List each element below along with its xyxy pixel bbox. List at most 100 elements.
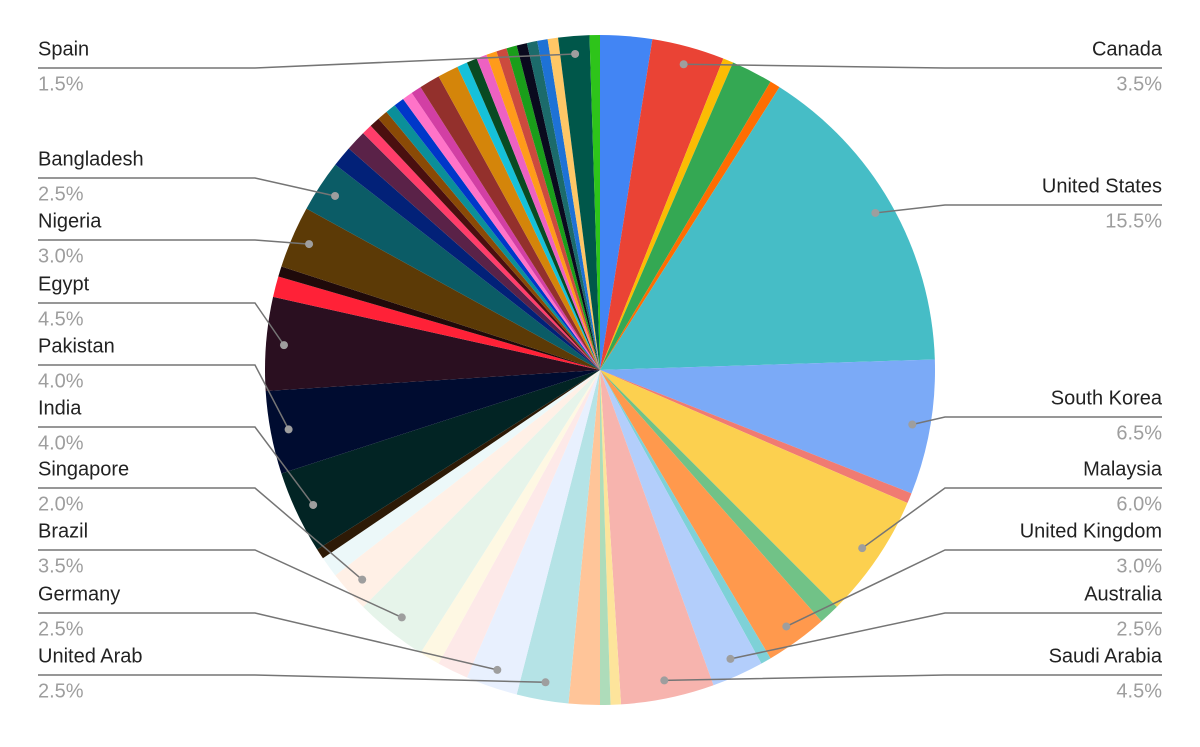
leader-line (38, 177, 336, 197)
pie-slice (348, 133, 600, 370)
slice-value-label: 2.5% (38, 183, 84, 205)
pie-slice (264, 296, 600, 392)
pie-slice (600, 370, 611, 705)
pie-slice (394, 98, 600, 370)
leader-line (38, 364, 290, 430)
pie-slice (600, 370, 822, 659)
pie-slice (486, 51, 600, 371)
slice-label: Canada (1092, 38, 1163, 60)
pie-slice (306, 164, 600, 370)
leader-line (875, 204, 1162, 214)
slice-value-label: 3.5% (38, 555, 84, 577)
slice-value-label: 3.5% (1116, 73, 1162, 95)
slice-label: Singapore (38, 458, 129, 480)
pie-slice (537, 39, 600, 371)
pie-slice (526, 40, 600, 370)
leader-dot (726, 654, 735, 663)
slice-label: India (38, 397, 82, 419)
leader-dot (284, 425, 293, 434)
pie-slice (322, 370, 600, 576)
pie-slice (335, 148, 600, 370)
slice-value-label: 4.5% (1116, 680, 1162, 702)
pie-slice (438, 370, 600, 678)
leader-dot (571, 49, 580, 58)
slice-label: Bangladesh (38, 148, 144, 170)
pie-slice (600, 370, 908, 607)
pie-slice (281, 208, 600, 370)
pie-slice (600, 370, 762, 686)
pie-slice (600, 370, 714, 705)
leader-dot (782, 622, 791, 631)
pie-slice (600, 62, 771, 371)
slice-label: United Arab (38, 645, 143, 667)
pie-slice (466, 370, 600, 695)
slice-value-label: 4.0% (38, 432, 84, 454)
pie-slice (466, 58, 600, 371)
leader-dot (309, 500, 318, 509)
leader-dot (279, 341, 288, 350)
pie-slice (600, 58, 734, 371)
pie-slice (386, 105, 600, 371)
slice-value-label: 4.5% (38, 308, 84, 330)
pie-slice (600, 370, 622, 705)
leader-line (38, 674, 546, 684)
leader-dot (858, 544, 867, 553)
slice-label: South Korea (1051, 387, 1163, 409)
pie-slice (378, 111, 600, 371)
slice-label: Egypt (38, 273, 90, 295)
slice-label: United States (1042, 175, 1162, 197)
pie-slice (363, 370, 600, 653)
leader-line (786, 549, 1162, 628)
leader-dot (305, 240, 314, 249)
pie-slice (370, 118, 600, 370)
leader-line (861, 487, 1162, 549)
pie-slice (568, 370, 600, 705)
pie-slice (281, 370, 600, 550)
slice-label: Malaysia (1083, 458, 1163, 480)
slice-label: Brazil (38, 520, 88, 542)
leader-dot (331, 191, 340, 200)
slice-value-label: 2.0% (38, 493, 84, 515)
pie-slice (600, 370, 912, 504)
leader-line (38, 239, 310, 245)
slice-value-label: 6.5% (1116, 422, 1162, 444)
leader-line (912, 416, 1162, 426)
leader-line (38, 549, 403, 619)
pie-slice (457, 62, 600, 371)
pie-slice (516, 43, 600, 371)
slice-value-label: 1.5% (38, 73, 84, 95)
pie-slice (476, 54, 600, 371)
pie-slice (420, 370, 600, 664)
slice-label: Saudi Arabia (1049, 645, 1163, 667)
leader-line (38, 487, 363, 581)
leader-dot (493, 665, 502, 674)
pie-slice (600, 370, 771, 664)
leader-line (664, 674, 1162, 682)
slice-value-label: 3.0% (38, 245, 84, 267)
pie-slice (335, 370, 600, 607)
pie-slice (600, 39, 724, 371)
slice-value-label: 2.5% (1116, 618, 1162, 640)
leader-dot (358, 575, 367, 584)
slice-value-label: 15.5% (1105, 210, 1162, 232)
pie-slice (589, 35, 600, 370)
pie-slice (558, 35, 600, 370)
slice-value-label: 2.5% (38, 680, 84, 702)
pie-slice (600, 370, 837, 622)
pie-slice (273, 276, 600, 370)
pie-slice (506, 45, 600, 371)
leader-line (683, 63, 1162, 69)
pie-slice (600, 359, 935, 494)
slice-label: Pakistan (38, 335, 115, 357)
pie-slice (600, 81, 780, 370)
pie-slice (420, 76, 600, 371)
pie-slice (496, 48, 600, 371)
slice-value-label: 4.0% (38, 370, 84, 392)
pie-slice (600, 87, 935, 370)
pie-slice (600, 35, 653, 370)
leader-dot (397, 613, 406, 622)
leader-line (730, 612, 1162, 660)
slice-label: Spain (38, 38, 89, 60)
pie-slice (411, 87, 600, 370)
slice-label: Australia (1084, 583, 1163, 605)
